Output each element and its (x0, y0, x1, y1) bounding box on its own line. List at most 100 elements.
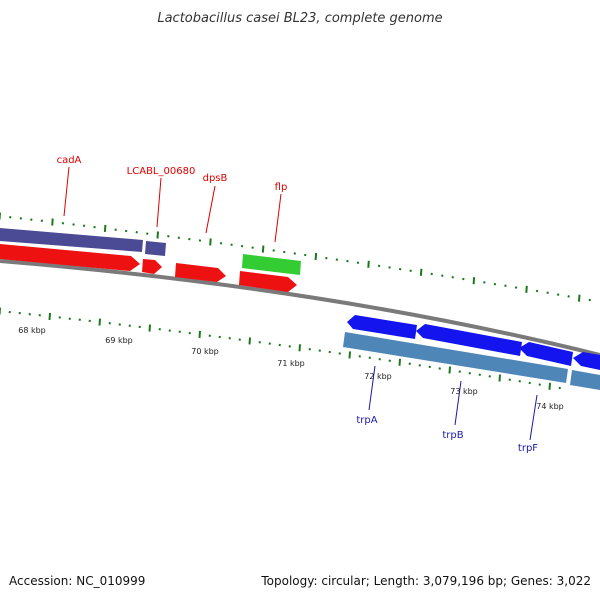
feature-blue-1[interactable] (347, 315, 417, 339)
lower-tick (128, 324, 131, 327)
lower-tick (528, 381, 531, 385)
upper-tick (546, 291, 549, 295)
gene-label-LCABL_00680[interactable]: LCABL_00680 (127, 166, 196, 228)
lower-tick (398, 358, 401, 366)
lower-tick (308, 347, 311, 351)
feature-blue-3[interactable] (519, 342, 573, 366)
gene-label-trpA[interactable]: trpA (356, 365, 378, 426)
upper-tick (356, 261, 360, 264)
upper-tick (325, 256, 328, 260)
feature-purple-2[interactable] (145, 241, 166, 256)
lower-tick (558, 386, 561, 390)
upper-tick (409, 269, 412, 272)
upper-tick (588, 298, 591, 302)
upper-tick (198, 239, 202, 242)
upper-tick (188, 237, 191, 241)
upper-tick (451, 276, 454, 279)
lower-tick (88, 319, 91, 323)
lower-tick (38, 314, 41, 317)
upper-tick (293, 252, 296, 255)
tick-rows (0, 212, 591, 390)
upper-tick (124, 229, 128, 233)
lower-tick (248, 337, 251, 345)
upper-tick (493, 282, 497, 286)
scale-labels: 68 kbp 69 kbp 70 kbp 71 kbp 72 kbp 73 kb… (18, 326, 564, 411)
upper-tick (103, 224, 107, 232)
upper-tick (419, 268, 423, 276)
feature-red-3[interactable] (175, 263, 226, 282)
lower-tick (118, 323, 121, 326)
lower-tick (98, 318, 101, 326)
forward-strand-features (0, 228, 301, 292)
lower-tick (158, 328, 161, 331)
upper-tick (377, 264, 381, 268)
lower-tick (218, 335, 221, 339)
lower-tick (18, 311, 21, 315)
upper-tick (209, 238, 212, 246)
lower-tick (418, 364, 421, 367)
upper-tick (514, 286, 518, 289)
lower-tick (8, 310, 11, 314)
upper-tick (472, 277, 476, 285)
scale-label-70: 70 kbp (191, 347, 219, 356)
upper-tick (251, 246, 254, 249)
upper-tick (272, 249, 275, 252)
lower-tick (328, 350, 331, 354)
lower-tick (148, 324, 151, 332)
lower-tick (508, 378, 511, 381)
feature-steel-1[interactable] (343, 332, 568, 383)
svg-text:trpA: trpA (356, 415, 377, 426)
reverse-strand-features (343, 315, 600, 390)
gene-label-flp[interactable]: flp (274, 182, 288, 243)
lower-tick (448, 366, 451, 374)
lower-tick (388, 359, 391, 363)
gene-label-trpF[interactable]: trpF (518, 394, 538, 454)
gene-label-cadA[interactable]: cadA (57, 155, 82, 217)
lower-tick (68, 317, 71, 320)
lower-tick (478, 373, 481, 377)
upper-tick (556, 293, 560, 296)
upper-tick (535, 289, 539, 293)
lower-tick (288, 345, 291, 348)
lower-tick (358, 355, 361, 358)
lower-tick (458, 370, 461, 373)
feature-green-1[interactable] (242, 254, 301, 275)
gene-label-trpB[interactable]: trpB (442, 380, 464, 441)
lower-tick (538, 383, 541, 386)
lower-tick (238, 338, 241, 341)
feature-purple-1[interactable] (0, 228, 143, 252)
feature-red-1[interactable] (0, 244, 140, 271)
scale-label-72: 72 kbp (364, 372, 392, 381)
feature-blue-2[interactable] (416, 324, 522, 356)
lower-tick (78, 318, 81, 322)
gene-label-dpsB[interactable]: dpsB (203, 173, 228, 234)
genome-summary: Topology: circular; Length: 3,079,196 bp… (260, 574, 591, 588)
upper-tick (462, 277, 465, 281)
lower-tick (338, 352, 341, 355)
svg-text:LCABL_00680: LCABL_00680 (127, 166, 196, 177)
upper-tick (230, 243, 233, 246)
lower-tick (48, 312, 51, 320)
feature-red-2[interactable] (142, 259, 162, 274)
upper-tick (261, 245, 265, 253)
svg-text:cadA: cadA (57, 155, 82, 166)
upper-tick (304, 253, 307, 257)
upper-tick (441, 274, 444, 277)
upper-tick (61, 222, 65, 225)
feature-red-4[interactable] (239, 271, 297, 292)
upper-tick (19, 217, 23, 220)
upper-tick (177, 236, 181, 239)
upper-tick (335, 258, 339, 261)
upper-tick (93, 225, 96, 229)
lower-tick (258, 341, 261, 344)
upper-tick (135, 231, 138, 234)
feature-steel-2[interactable] (570, 370, 600, 390)
upper-tick (219, 242, 223, 245)
lower-gene-labels: trpA trpB trpF (356, 365, 538, 454)
feature-blue-4[interactable] (573, 352, 600, 370)
scale-label-74: 74 kbp (536, 402, 564, 411)
upper-tick (40, 219, 44, 223)
map-title: Lactobacillus casei BL23, complete genom… (157, 11, 442, 26)
genome-backbone (0, 259, 600, 357)
